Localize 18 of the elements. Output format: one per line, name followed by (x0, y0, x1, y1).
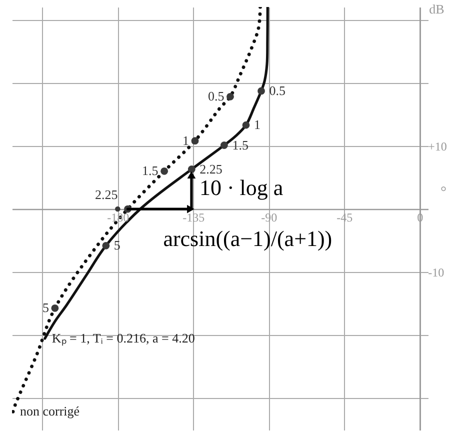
annotation: arcsin((a−1)/(a+1)) (163, 226, 332, 252)
annotation: 2.25 (200, 161, 222, 176)
y-tick-label: -10 (428, 266, 444, 280)
annotation: 1 (182, 132, 190, 148)
annotation: 2.25 (94, 187, 118, 202)
series-label: Kₚ = 1, Tᵢ = 0.216, a = 4.20 (52, 330, 195, 346)
series-label: non corrigé (20, 404, 80, 419)
annotation: 5 (114, 238, 120, 253)
annotation: 1.5 (142, 163, 158, 178)
annotation: 10 · log a (199, 174, 284, 200)
annotation: 1 (254, 117, 260, 132)
y-axis-title: dB (429, 2, 445, 16)
annotation: 0.5 (208, 88, 224, 104)
annotation: 1.5 (232, 137, 248, 152)
x-axis-title: ° (440, 184, 446, 201)
annotation: 0.5 (269, 82, 286, 98)
annotation: 5 (42, 300, 49, 316)
y-tick-label: +10 (428, 139, 447, 154)
